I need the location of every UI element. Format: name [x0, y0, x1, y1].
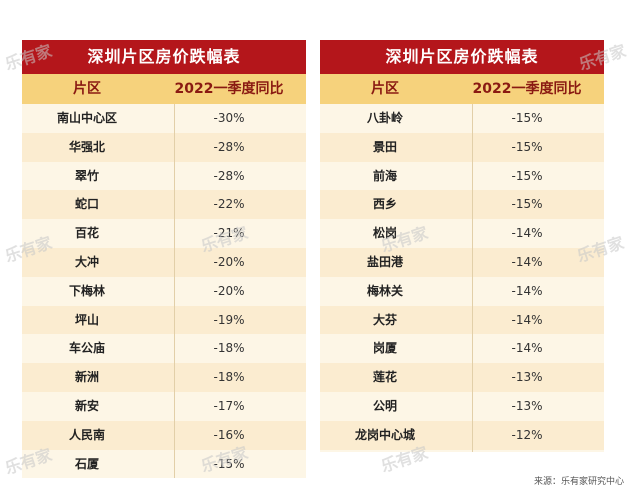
table-row: 翠竹 -28%: [22, 162, 306, 191]
table-row: 梅林关 -14%: [320, 277, 604, 306]
table-row: 百花 -21%: [22, 219, 306, 248]
table-row: 南山中心区 -30%: [22, 104, 306, 133]
change-value: -20%: [213, 254, 245, 269]
table-row: 盐田港 -14%: [320, 247, 604, 277]
area-name: 大冲: [74, 254, 99, 269]
right-header-change: 2022一季度同比: [472, 81, 582, 97]
table-row: 西乡 -15%: [320, 190, 604, 220]
area-name: 盐田港: [366, 254, 403, 269]
change-value: -21%: [213, 226, 245, 241]
table-row: 景田 -15%: [320, 132, 604, 162]
change-value: -28%: [213, 168, 245, 183]
area-name: 南山中心区: [56, 111, 117, 125]
left-table-header: 片区 2022一季度同比: [22, 74, 306, 104]
area-name: 新洲: [74, 370, 99, 385]
change-value: -22%: [213, 197, 245, 212]
left-table-body: 南山中心区 -30% 华强北 -28% 翠竹 -28% 蛇口 -22% 百花 -21% 大冲 -20%…: [22, 104, 306, 478]
area-name: 梅林关: [366, 283, 403, 298]
area-name: 龙岗中心城: [354, 427, 415, 442]
change-value: -19%: [213, 312, 245, 327]
area-name: 新安: [74, 398, 99, 413]
table-row: 岗厦 -14%: [320, 334, 604, 363]
area-name: 百花: [74, 226, 99, 241]
area-name: 华强北: [68, 139, 105, 154]
area-name: 坪山: [74, 312, 99, 327]
table-row: 大冲 -20%: [22, 247, 306, 277]
table-row: 华强北 -28%: [22, 132, 306, 162]
change-value: -12%: [511, 427, 543, 442]
change-value: -17%: [213, 398, 245, 413]
left-header-area: 片区: [73, 81, 101, 97]
table-row: 莲花 -13%: [320, 363, 604, 392]
table-row: 人民南 -16%: [22, 420, 306, 450]
table-row: 八卦岭 -15%: [320, 104, 604, 133]
right-table-header: 片区 2022一季度同比: [320, 74, 604, 104]
right-column-divider: [472, 104, 473, 452]
area-name: 车公庙: [68, 341, 105, 356]
right-table-body: 八卦岭 -15% 景田 -15% 前海 -15% 西乡 -15% 松岗 -14% 盐田港 -14% 梅林…: [320, 104, 604, 450]
change-value: -13%: [511, 398, 543, 413]
table-row: 下梅林 -20%: [22, 277, 306, 306]
change-value: -18%: [213, 370, 245, 385]
change-value: -15%: [511, 168, 543, 183]
area-name: 八卦岭: [366, 111, 403, 125]
change-value: -14%: [511, 254, 543, 269]
change-value: -16%: [213, 427, 245, 442]
change-value: -14%: [511, 312, 543, 327]
change-value: -15%: [213, 456, 245, 471]
right-table-title: 深圳片区房价跌幅表: [320, 40, 604, 74]
right-header-area: 片区: [371, 81, 399, 97]
table-row: 蛇口 -22%: [22, 190, 306, 220]
table-row: 松岗 -14%: [320, 219, 604, 248]
change-value: -20%: [213, 283, 245, 298]
table-row: 新洲 -18%: [22, 363, 306, 392]
area-name: 人民南: [68, 427, 105, 442]
table-row: 前海 -15%: [320, 162, 604, 191]
source-note: 来源：乐有家研究中心: [533, 477, 624, 487]
area-name: 前海: [372, 168, 397, 183]
area-name: 景田: [372, 139, 397, 154]
table-row: 石厦 -15%: [22, 450, 306, 479]
table-row: 新安 -17%: [22, 392, 306, 421]
area-name: 岗厦: [372, 341, 397, 356]
area-name: 公明: [372, 398, 397, 413]
change-value: -14%: [511, 226, 543, 241]
table-row: 车公庙 -18%: [22, 334, 306, 363]
left-table-title: 深圳片区房价跌幅表: [22, 40, 306, 74]
table-row: 龙岗中心城 -12%: [320, 420, 604, 450]
table-row: 坪山 -19%: [22, 305, 306, 335]
area-name: 莲花: [372, 370, 397, 385]
area-name: 翠竹: [74, 168, 99, 183]
change-value: -28%: [213, 139, 245, 154]
table-row: 大芬 -14%: [320, 305, 604, 335]
change-value: -30%: [213, 111, 245, 125]
area-name: 松岗: [372, 226, 397, 241]
right-table: 深圳片区房价跌幅表 片区 2022一季度同比 八卦岭 -15% 景田 -15% 前海 -1…: [320, 40, 604, 452]
left-header-change: 2022一季度同比: [174, 81, 284, 97]
area-name: 石厦: [74, 456, 99, 471]
change-value: -14%: [511, 341, 543, 356]
area-name: 蛇口: [74, 197, 99, 212]
change-value: -13%: [511, 370, 543, 385]
left-column-divider: [174, 104, 175, 478]
area-name: 西乡: [372, 197, 397, 212]
table-row: 公明 -13%: [320, 392, 604, 421]
left-table: 深圳片区房价跌幅表 片区 2022一季度同比 南山中心区 -30% 华强北 -28% 翠…: [22, 40, 306, 478]
change-value: -15%: [511, 197, 543, 212]
change-value: -15%: [511, 139, 543, 154]
change-value: -18%: [213, 341, 245, 356]
area-name: 大芬: [372, 312, 397, 327]
area-name: 下梅林: [68, 283, 105, 298]
change-value: -14%: [511, 283, 543, 298]
change-value: -15%: [511, 111, 543, 125]
